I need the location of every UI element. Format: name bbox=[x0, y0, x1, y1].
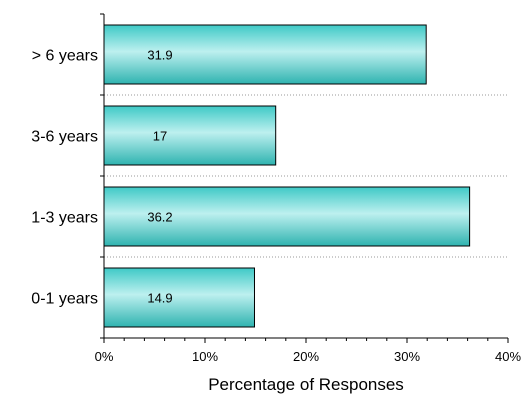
x-axis-title: Percentage of Responses bbox=[208, 375, 404, 394]
data-label: 14.9 bbox=[147, 291, 172, 306]
category-label: > 6 years bbox=[32, 48, 98, 65]
data-label: 31.9 bbox=[147, 48, 172, 63]
category-label: 1-3 years bbox=[31, 210, 98, 227]
axes bbox=[100, 13, 509, 343]
category-label: 0-1 years bbox=[31, 291, 98, 308]
x-tick-labels: 0% 10% 20% 30% 40% bbox=[95, 349, 522, 364]
x-tick-label: 0% bbox=[95, 349, 114, 364]
x-tick-label: 20% bbox=[293, 349, 319, 364]
x-tick-label: 30% bbox=[394, 349, 420, 364]
x-tick-label: 40% bbox=[495, 349, 521, 364]
category-separators bbox=[104, 94, 508, 258]
x-tick-label: 10% bbox=[192, 349, 218, 364]
category-labels: > 6 years 3-6 years 1-3 years 0-1 years bbox=[31, 48, 98, 308]
category-label: 3-6 years bbox=[31, 129, 98, 146]
bar bbox=[103, 105, 277, 166]
bar bbox=[103, 186, 471, 247]
data-label: 36.2 bbox=[147, 210, 172, 225]
bar bbox=[103, 267, 255, 328]
data-label: 17 bbox=[153, 129, 167, 144]
